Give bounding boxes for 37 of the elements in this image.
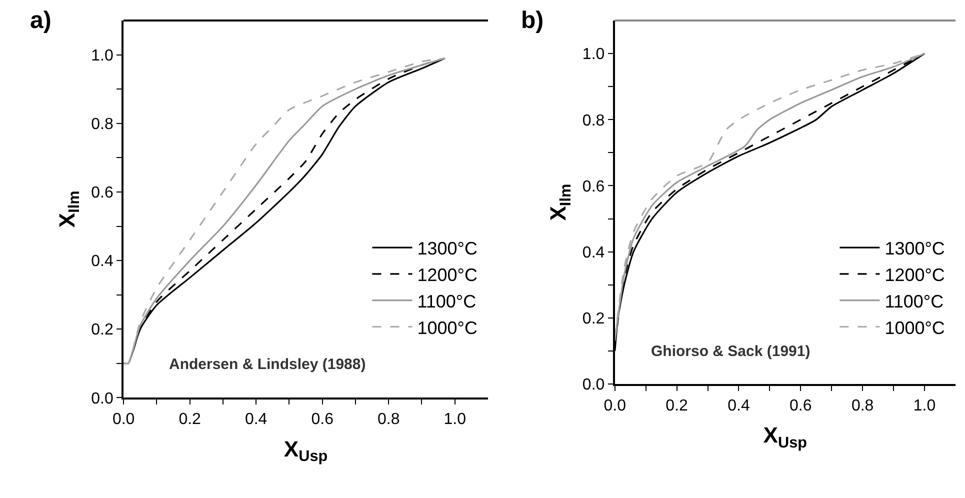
y-tick-label: 1.0 — [91, 47, 114, 64]
x-tick-label: 0.2 — [178, 410, 202, 428]
x-tick-label: 0.0 — [112, 410, 135, 428]
x-tick-label: 0.6 — [311, 410, 334, 428]
legend-label: 1000°C — [884, 318, 945, 338]
y-tick-label: 0.6 — [582, 178, 605, 196]
x-tick-label: 0.8 — [377, 410, 400, 428]
y-tick-label: 0.4 — [582, 244, 605, 262]
x-tick-label: 0.2 — [666, 397, 688, 414]
x-axis-title: X$_{Usp}$ — [284, 436, 328, 465]
y-tick-label: 0.6 — [91, 184, 114, 202]
y-tick-label: 0.2 — [582, 310, 605, 328]
legend-label: 1100°C — [417, 291, 476, 312]
x-tick-label: 0.8 — [851, 397, 874, 414]
legend-label: 1200°C — [884, 264, 945, 285]
legend-label: 1000°C — [417, 318, 478, 338]
x-tick-label: 1.0 — [444, 410, 466, 428]
x-axis-title: X$_{Usp}$ — [763, 422, 808, 452]
chart-title: a) — [30, 7, 52, 34]
y-tick-label: 0.8 — [91, 116, 114, 133]
legend-label: 1300°C — [884, 238, 945, 259]
y-tick-label: 0.4 — [91, 253, 114, 270]
x-tick-label: 0.6 — [790, 397, 812, 414]
annotation: Ghiorso & Sack (1991) — [651, 343, 810, 360]
legend-label: 1300°C — [417, 238, 478, 259]
legend-label: 1200°C — [417, 264, 478, 285]
y-tick-label: 1.0 — [582, 46, 605, 64]
x-tick-label: 0.4 — [728, 397, 750, 414]
x-tick-label: 0.4 — [244, 410, 268, 428]
annotation: Andersen & Lindsley (1988) — [169, 356, 366, 373]
y-tick-label: 0.8 — [582, 112, 605, 130]
chart-title: b) — [521, 7, 544, 34]
x-tick-label: 0.0 — [604, 397, 626, 414]
legend-label: 1100°C — [884, 291, 944, 312]
x-tick-label: 1.0 — [913, 397, 936, 414]
y-tick-label: 0.0 — [582, 376, 605, 394]
y-tick-label: 0.2 — [91, 322, 114, 339]
